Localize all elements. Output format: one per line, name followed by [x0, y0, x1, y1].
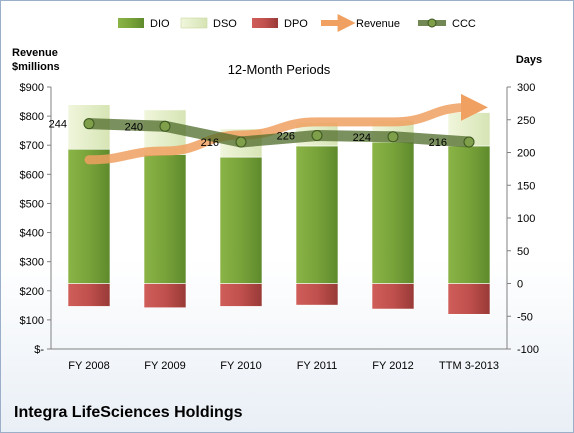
ccc-point [311, 129, 323, 141]
left-tick-label: $300 [20, 257, 44, 269]
dio-bar [447, 145, 491, 284]
dio-bar [67, 148, 111, 284]
ccc-point [159, 120, 171, 132]
ccc-point [83, 118, 95, 130]
left-tick-label: $700 [20, 140, 44, 152]
left-tick-label: $800 [20, 111, 44, 123]
left-tick-label: $100 [20, 315, 44, 327]
ccc-point [463, 136, 475, 148]
left-axis-title: Revenue [12, 47, 58, 59]
ccc-data-label: 216 [429, 137, 447, 149]
ccc-point [235, 136, 247, 148]
left-axis-title-units: $millions [12, 61, 60, 73]
left-tick-label: $200 [20, 286, 44, 298]
dpo-bar [295, 283, 339, 306]
left-tick-label: $500 [20, 198, 44, 210]
x-tick-label: FY 2010 [220, 360, 261, 372]
ccc-line [83, 118, 475, 148]
legend-swatch-dso [180, 17, 208, 29]
x-tick-label: TTM 3-2013 [439, 360, 499, 372]
dio-bar [371, 141, 415, 284]
chart-title: 12-Month Periods [228, 62, 331, 77]
company-name: Integra LifeSciences Holdings [14, 404, 243, 421]
right-tick-label: 150 [517, 180, 535, 192]
right-axis-title: Days [516, 54, 542, 66]
legend-label-dio: DIO [150, 18, 170, 30]
left-tick-label: $400 [20, 228, 44, 240]
left-tick-label: $- [34, 344, 44, 356]
dio-bar [143, 154, 187, 284]
dio-bar [295, 145, 339, 284]
dpo-bar [371, 283, 415, 310]
legend-swatch-ccc-marker [427, 18, 437, 28]
dpo-bar [219, 283, 263, 307]
revenue-line [84, 93, 488, 165]
right-tick-label: 100 [517, 213, 535, 225]
legend-label-ccc: CCC [452, 18, 476, 30]
dio-bar [219, 156, 263, 284]
legend-label-revenue: Revenue [356, 18, 400, 30]
ccc-data-label: 226 [277, 130, 295, 142]
dpo-bar [143, 283, 187, 309]
left-tick-label: $900 [20, 82, 44, 94]
right-tick-label: 250 [517, 115, 535, 127]
legend-swatch-dio [118, 18, 144, 28]
legend-label-dpo: DPO [284, 18, 308, 30]
x-tick-label: FY 2011 [297, 360, 338, 372]
right-tick-label: 200 [517, 148, 535, 160]
right-tick-label: 300 [517, 82, 535, 94]
x-tick-label: FY 2008 [68, 360, 109, 372]
legend-label-dso: DSO [213, 18, 237, 30]
x-tick-label: FY 2012 [372, 360, 413, 372]
right-tick-label: 0 [517, 279, 523, 291]
dpo-bar [67, 283, 111, 307]
legend-swatch-dpo [252, 18, 278, 28]
ccc-data-label: 244 [49, 119, 67, 131]
right-tick-label: 50 [517, 246, 529, 258]
ccc-data-label: 216 [201, 137, 219, 149]
right-tick-label: -100 [517, 344, 539, 356]
ccc-point [387, 131, 399, 143]
left-tick-label: $600 [20, 169, 44, 181]
right-tick-label: -50 [517, 311, 533, 323]
ccc-data-label: 240 [125, 121, 143, 133]
ccc-data-label: 224 [353, 132, 371, 144]
x-tick-label: FY 2009 [144, 360, 185, 372]
dpo-bar [447, 283, 491, 315]
